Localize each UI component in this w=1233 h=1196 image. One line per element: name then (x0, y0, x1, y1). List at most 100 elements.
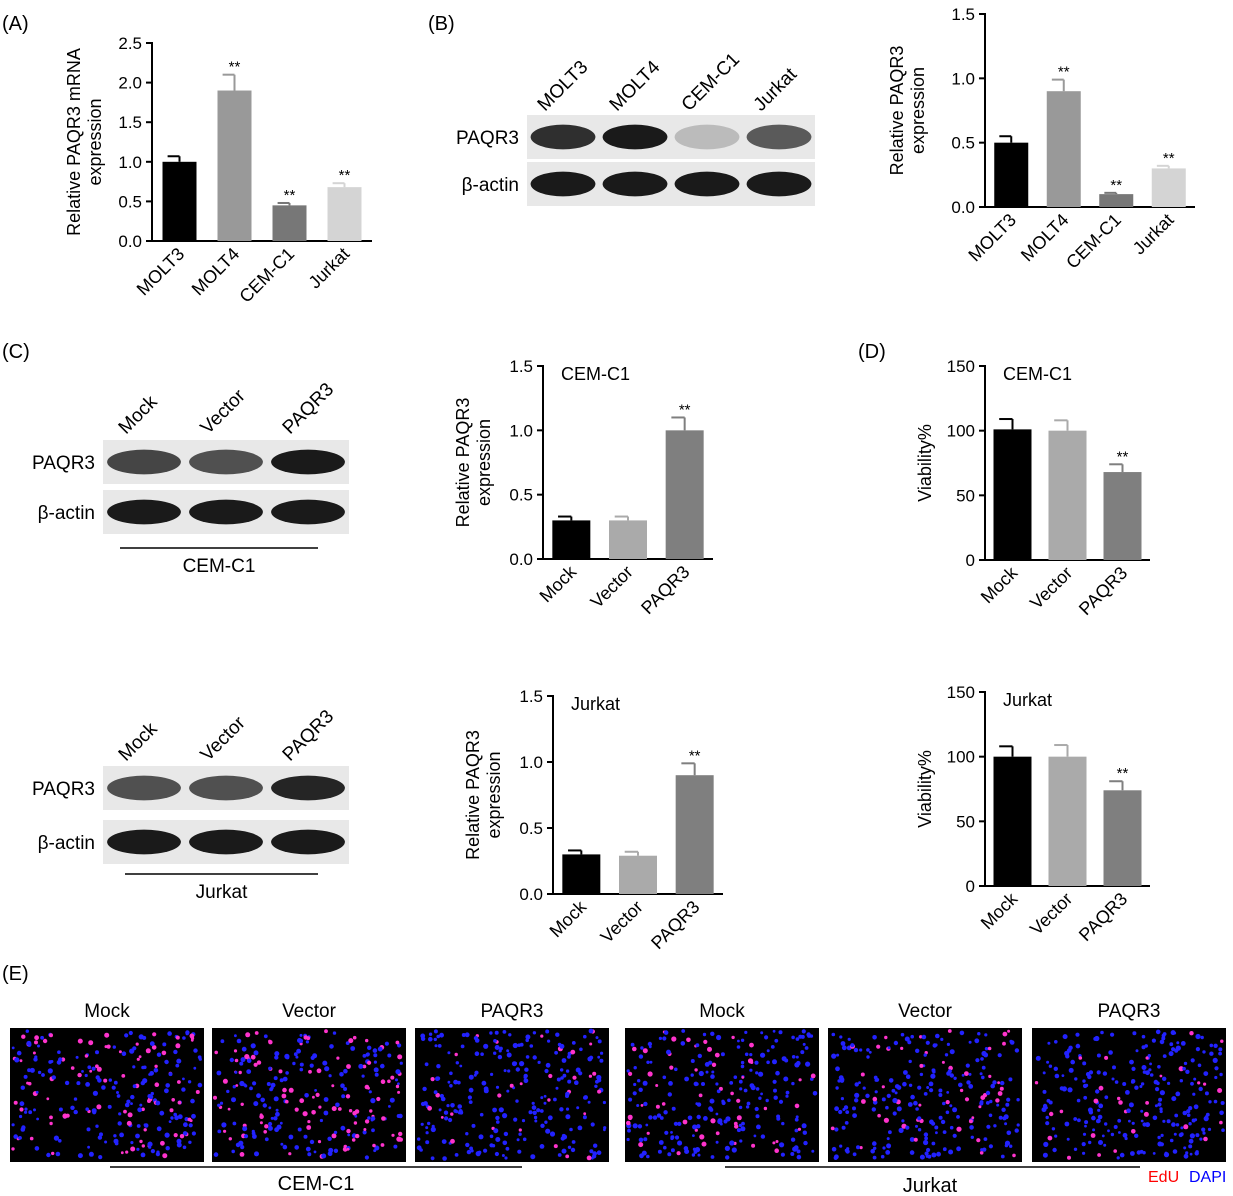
dapi-cell (652, 1115, 658, 1120)
edu-cell (317, 1140, 322, 1144)
edu-cell (1118, 1100, 1123, 1105)
edu-cell (96, 1104, 102, 1110)
edu-cell (588, 1074, 593, 1078)
significance-mark: ** (1058, 64, 1070, 81)
dapi-cell (495, 1085, 500, 1089)
dapi-cell (948, 1149, 954, 1155)
dapi-cell (518, 1132, 522, 1136)
dapi-cell (153, 1068, 159, 1073)
dapi-cell (1185, 1151, 1189, 1155)
edu-cell (1145, 1056, 1149, 1060)
bar (1048, 430, 1087, 560)
dapi-cell (226, 1089, 230, 1094)
dapi-cell (903, 1070, 908, 1075)
dapi-cell (545, 1128, 551, 1134)
dapi-cell (1193, 1104, 1199, 1110)
x-tick-label: Vector (587, 562, 637, 612)
blot-c-jurkat: Mock Vector PAQR3 PAQR3 β-actin Jurkat (32, 706, 349, 903)
dapi-cell (464, 1032, 470, 1038)
dapi-cell (923, 1053, 927, 1057)
dapi-cell (1149, 1062, 1152, 1066)
dapi-cell (450, 1103, 455, 1108)
dapi-cell (670, 1136, 674, 1141)
dapi-cell (662, 1036, 667, 1041)
dapi-cell (1193, 1077, 1197, 1081)
dapi-cell (502, 1113, 508, 1119)
dapi-cell (1100, 1030, 1104, 1035)
dapi-cell (496, 1120, 500, 1124)
edu-cell (775, 1140, 779, 1143)
dapi-cell (745, 1105, 750, 1109)
edu-cell (978, 1105, 982, 1109)
dapi-cell (495, 1137, 501, 1142)
dapi-cell (975, 1058, 980, 1063)
dapi-cell (358, 1063, 364, 1069)
dapi-cell (48, 1060, 53, 1064)
edu-cell (380, 1079, 386, 1084)
dapi-cell (560, 1076, 564, 1080)
dapi-cell (1195, 1033, 1201, 1040)
dapi-cell (299, 1067, 304, 1072)
image-title: Mock (84, 1001, 130, 1022)
y-tick-label: 0.5 (118, 192, 142, 211)
edu-cell (19, 1059, 23, 1063)
dapi-cell (775, 1070, 780, 1076)
dapi-cell (113, 1138, 119, 1144)
dapi-cell (1065, 1054, 1070, 1059)
y-axis-label: Relative PAQR3 (453, 398, 473, 528)
edu-cell (676, 1151, 681, 1156)
bar (665, 430, 704, 559)
edu-cell (956, 1126, 962, 1132)
dapi-cell (570, 1147, 576, 1153)
dapi-cell (197, 1082, 203, 1088)
edu-cell (353, 1121, 358, 1125)
dapi-cell (1202, 1131, 1206, 1135)
dapi-cell (528, 1110, 533, 1115)
dapi-cell (543, 1101, 547, 1105)
edu-cell (381, 1116, 386, 1121)
dapi-cell (252, 1081, 257, 1086)
blot-band (107, 775, 181, 801)
dapi-cell (85, 1107, 89, 1111)
y-tick-label: 0 (966, 551, 975, 570)
edu-cell (919, 1035, 923, 1039)
edu-cell (177, 1080, 181, 1084)
dapi-cell (132, 1065, 136, 1069)
dapi-cell (1153, 1079, 1159, 1085)
x-tick-label: Mock (977, 888, 1022, 933)
edu-cell (145, 1048, 151, 1054)
x-tick-label: Vector (1026, 889, 1076, 939)
dapi-cell (1157, 1065, 1161, 1069)
dapi-cell (33, 1057, 38, 1062)
dapi-cell (1148, 1068, 1152, 1072)
dapi-cell (780, 1152, 786, 1157)
dapi-cell (749, 1053, 753, 1057)
dapi-cell (1052, 1147, 1057, 1153)
dapi-cell (1159, 1090, 1165, 1096)
edu-cell (363, 1128, 367, 1131)
dapi-cell (917, 1085, 922, 1090)
dapi-cell (981, 1075, 985, 1080)
edu-cell (307, 1120, 311, 1124)
dapi-cell (938, 1088, 943, 1093)
dapi-cell (837, 1079, 841, 1083)
dapi-cell (239, 1061, 244, 1066)
dapi-cell (1042, 1071, 1046, 1075)
dapi-cell (913, 1100, 918, 1106)
chart-c-cem: 0.0 0.5 1.0 1.5 Relative PAQR3 expression CEM-… (453, 357, 713, 618)
edu-cell (162, 1153, 168, 1159)
dapi-cell (785, 1090, 790, 1095)
x-tick-label: CEM-C1 (235, 244, 298, 307)
dapi-cell (221, 1122, 227, 1128)
dapi-cell (116, 1091, 119, 1094)
dapi-cell (132, 1084, 137, 1089)
dapi-cell (269, 1087, 273, 1092)
dapi-cell (343, 1068, 348, 1074)
dapi-cell (696, 1102, 702, 1107)
dapi-cell (393, 1144, 398, 1149)
dapi-cell (124, 1033, 129, 1038)
dapi-cell (932, 1070, 936, 1074)
dapi-cell (646, 1154, 650, 1159)
edu-cell (336, 1056, 340, 1060)
dapi-cell (274, 1051, 280, 1057)
